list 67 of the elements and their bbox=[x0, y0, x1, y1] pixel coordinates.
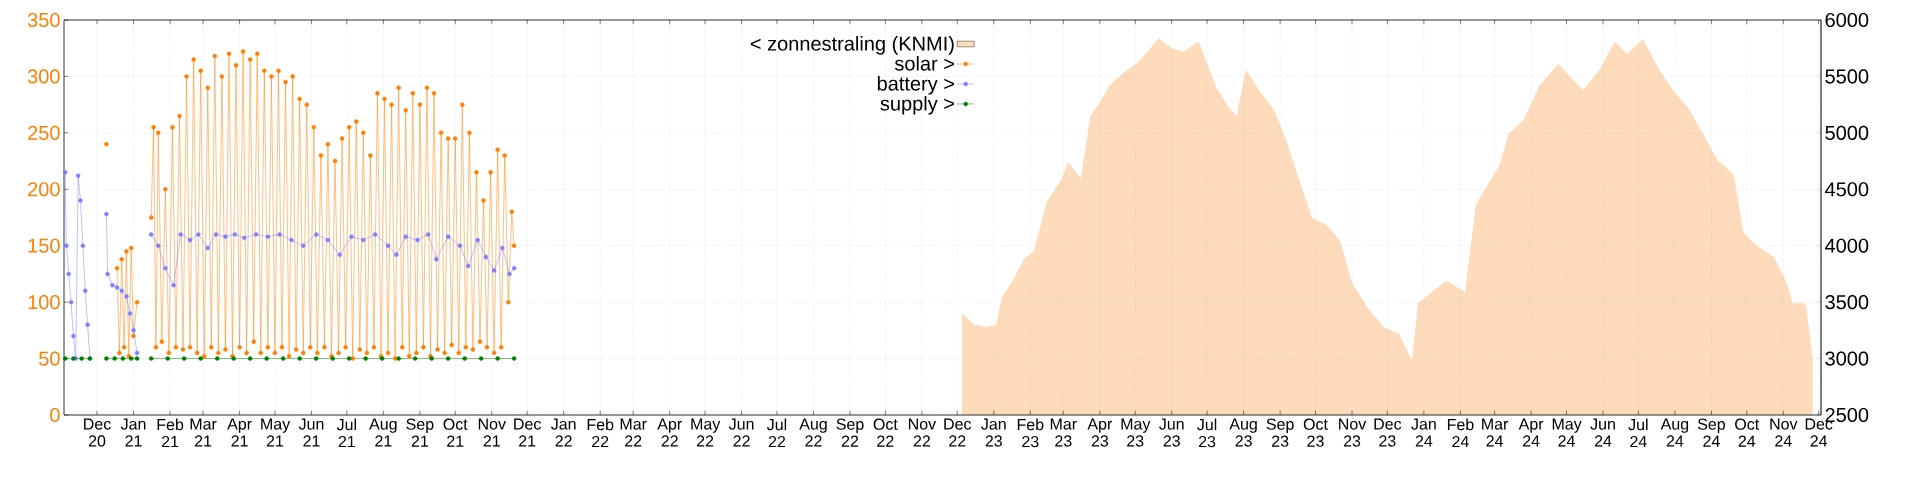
x-tick-label: Nov 21 bbox=[478, 418, 506, 447]
y2-tick-label: 5500 bbox=[1825, 69, 1869, 84]
x-tick-label: Jul 22 bbox=[766, 418, 787, 448]
x-tick-label: Jan 24 bbox=[1411, 418, 1436, 447]
x-tick-label: Jan 22 bbox=[551, 418, 576, 447]
y-tick-label: 300 bbox=[27, 69, 60, 84]
legend-label: < zonnestraling (KNMI) bbox=[750, 36, 954, 55]
x-tick-label: Apr 22 bbox=[657, 418, 682, 447]
x-tick-label: Feb 21 bbox=[157, 418, 184, 448]
x-tick-label: Sep 24 bbox=[1697, 418, 1725, 447]
x-tick-label: Feb 24 bbox=[1447, 418, 1474, 448]
x-tick-label: Jan 21 bbox=[120, 418, 146, 447]
x-tick-label: Mar 22 bbox=[620, 418, 647, 447]
x-tick-label: Nov 22 bbox=[908, 418, 937, 447]
x-tick-label: Oct 24 bbox=[1735, 418, 1760, 447]
legend-label: solar > bbox=[894, 56, 954, 71]
x-tick-label: May 23 bbox=[1121, 418, 1151, 447]
x-tick-label: Nov 23 bbox=[1339, 418, 1367, 447]
y-tick-label: 350 bbox=[27, 12, 60, 28]
x-tick-label: Jul 24 bbox=[1628, 418, 1648, 448]
x-tick-label: Aug 22 bbox=[799, 418, 827, 447]
y2-tick-label: 4500 bbox=[1825, 182, 1869, 197]
x-tick-label: Oct 21 bbox=[443, 418, 468, 447]
x-tick-label: Jun 22 bbox=[728, 418, 754, 447]
x-tick-label: Feb 22 bbox=[587, 418, 614, 448]
x-tick-label: Apr 23 bbox=[1087, 418, 1113, 447]
x-tick-label: Mar 21 bbox=[190, 418, 217, 447]
x-tick-label: Dec 22 bbox=[944, 418, 972, 447]
y-tick-label: 250 bbox=[28, 125, 60, 140]
x-tick-label: Jun 21 bbox=[298, 418, 324, 447]
x-tick-label: Jul 23 bbox=[1197, 418, 1217, 448]
x-tick-label: Mar 23 bbox=[1050, 418, 1077, 447]
y2-tick-label: 4000 bbox=[1825, 238, 1869, 253]
y-tick-label: 50 bbox=[39, 351, 60, 366]
x-tick-label: Dec 21 bbox=[514, 418, 541, 447]
x-tick-label: Aug 23 bbox=[1229, 418, 1257, 447]
x-tick-label: Aug 21 bbox=[369, 418, 397, 447]
x-tick-label: Apr 24 bbox=[1518, 418, 1544, 447]
x-tick-label: Sep 21 bbox=[406, 418, 434, 447]
legend-label: battery > bbox=[877, 75, 954, 95]
x-tick-label: Jul 21 bbox=[336, 418, 356, 448]
x-tick-label: Dec 23 bbox=[1374, 418, 1402, 447]
x-tick-label: Oct 23 bbox=[1303, 418, 1328, 447]
x-tick-label: Nov 24 bbox=[1770, 418, 1798, 447]
x-tick-label: May 22 bbox=[691, 418, 721, 447]
y-tick-label: 200 bbox=[28, 182, 60, 197]
y2-tick-label: 3500 bbox=[1825, 295, 1869, 310]
x-tick-label: May 21 bbox=[261, 418, 291, 447]
x-tick-label: Sep 23 bbox=[1266, 418, 1294, 447]
x-tick-label: Apr 21 bbox=[227, 418, 252, 447]
x-tick-label: Feb 23 bbox=[1017, 418, 1044, 448]
y-tick-label: 100 bbox=[28, 295, 60, 310]
y-tick-label: 150 bbox=[28, 238, 60, 253]
x-tick-label: Jan 23 bbox=[981, 418, 1006, 447]
x-tick-label: Sep 22 bbox=[836, 418, 864, 447]
x-tick-label: Oct 22 bbox=[873, 418, 898, 447]
x-tick-label: May 24 bbox=[1552, 418, 1582, 447]
legend-label: supply > bbox=[880, 95, 954, 115]
x-tick-label: Jun 23 bbox=[1159, 418, 1184, 447]
x-tick-label: Dec 20 bbox=[84, 418, 111, 447]
x-tick-label: Aug 24 bbox=[1660, 418, 1689, 447]
y2-tick-label: 3000 bbox=[1825, 351, 1869, 366]
x-tick-label: Mar 24 bbox=[1482, 418, 1509, 447]
y2-tick-label: 5000 bbox=[1825, 125, 1869, 140]
x-tick-label: Jun 24 bbox=[1590, 418, 1615, 447]
y-tick-label: 0 bbox=[50, 407, 60, 423]
y2-tick-label: 6000 bbox=[1825, 12, 1869, 28]
